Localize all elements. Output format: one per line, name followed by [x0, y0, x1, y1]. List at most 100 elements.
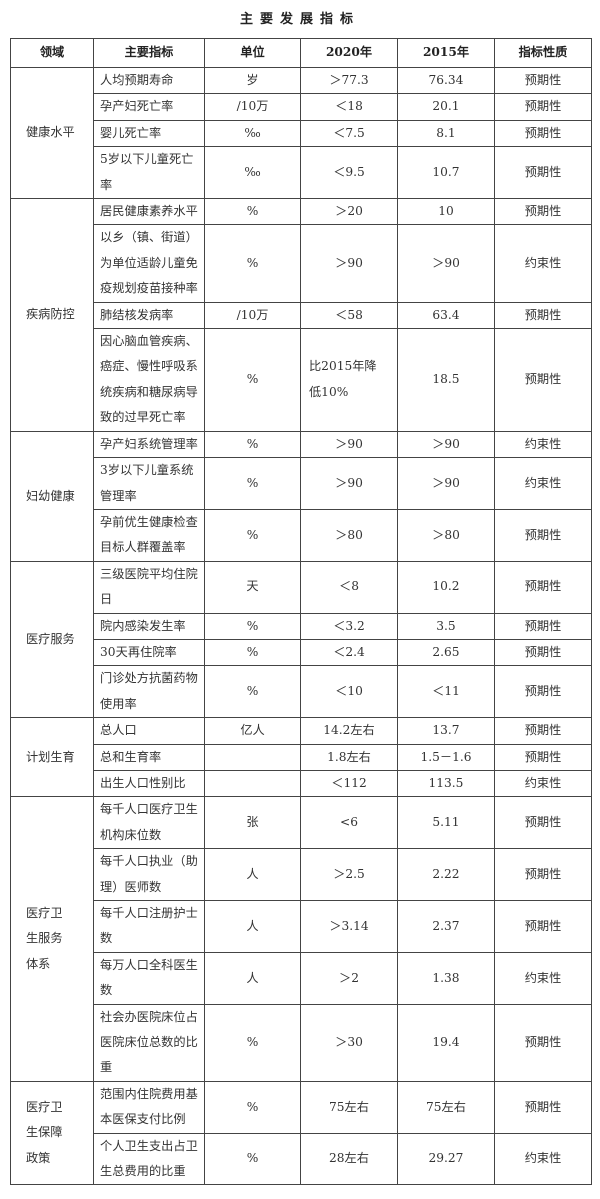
- nature-cell: 预期性: [494, 848, 592, 901]
- value-2020-cell: ＜10: [300, 665, 398, 719]
- value-2015-cell: 18.5: [397, 328, 495, 432]
- unit-cell: %: [204, 665, 301, 719]
- table-row: 门诊处方抗菌药物使用率% ＜10 ＜11 预期性: [11, 665, 592, 719]
- unit-cell: [204, 769, 301, 798]
- header-domain: 领域: [10, 38, 94, 68]
- value-2020-cell: ＞20: [300, 198, 398, 226]
- table-row: 社会办医院床位占医院床位总数的比重% ＞30 19.4 预期性: [11, 1003, 592, 1082]
- table-row: 医疗卫生保障政策 范围内住院费用基本医保支付比例% 75左右 75左右 预期性: [10, 1080, 592, 1186]
- indicator-cell: 每千人口医疗卫生机构床位数: [93, 796, 205, 850]
- value-2020-cell: ＜8: [300, 560, 398, 614]
- unit-cell: %: [204, 430, 301, 459]
- indicator-cell: 门诊处方抗菌药物使用率: [93, 665, 205, 719]
- table-row: 5岁以下儿童死亡率 ‰ ＜9.5 10.7 预期性: [11, 146, 592, 200]
- indicator-cell: 3岁以下儿童系统管理率: [93, 457, 205, 510]
- value-2015-cell: 63.4: [397, 301, 495, 330]
- indicator-cell: 居民健康素养水平: [93, 198, 205, 226]
- value-2015-cell: ＞80: [397, 508, 495, 562]
- nature-cell: 约束性: [494, 457, 592, 510]
- unit-cell: 人: [204, 900, 301, 953]
- unit-cell: %: [204, 328, 301, 432]
- indicator-cell: 30天再住院率: [93, 638, 205, 667]
- value-2015-cell: 1.38: [397, 951, 495, 1005]
- value-2015-cell: ＜11: [397, 665, 495, 719]
- nature-cell: 预期性: [494, 717, 592, 745]
- nature-cell: 预期性: [494, 900, 592, 953]
- indicator-cell: 婴儿死亡率: [93, 119, 205, 148]
- value-2015-cell: 10: [397, 198, 495, 226]
- nature-cell: 预期性: [494, 560, 592, 614]
- value-2020-cell: ＜2.4: [300, 638, 398, 667]
- value-2020-cell: ＞90: [300, 224, 398, 303]
- value-2020-cell: ＜112: [300, 769, 398, 798]
- header-2015: 2015年: [397, 38, 495, 68]
- value-2020-cell: ＞30: [300, 1003, 398, 1082]
- unit-cell: %: [204, 612, 301, 640]
- domain-cell: 妇幼健康: [10, 430, 94, 562]
- value-2015-cell: 10.2: [397, 560, 495, 614]
- unit-cell: ‰: [204, 146, 301, 200]
- unit-cell: 人: [204, 951, 301, 1005]
- unit-cell: %: [204, 457, 301, 510]
- value-2020-cell: ＞90: [300, 457, 398, 510]
- value-2015-cell: 2.37: [397, 900, 495, 953]
- nature-cell: 预期性: [494, 328, 592, 432]
- header-indicator: 主要指标: [93, 38, 205, 68]
- nature-cell: 预期性: [494, 665, 592, 719]
- value-2015-cell: 1.5－1.6: [397, 743, 495, 771]
- value-2020-cell: 比2015年降低10%: [300, 328, 398, 432]
- unit-cell: %: [204, 1080, 301, 1134]
- value-2020-cell: ＜7.5: [300, 119, 398, 148]
- nature-cell: 预期性: [494, 743, 592, 771]
- value-2020-cell: 1.8左右: [300, 743, 398, 771]
- unit-cell: 人: [204, 848, 301, 901]
- document-title: 主要发展指标: [239, 12, 360, 27]
- nature-cell: 约束性: [494, 224, 592, 303]
- table-row: 因心脑血管疾病、癌症、慢性呼吸系统疾病和糖尿病导致的过早死亡率% 比2015年降低…: [11, 328, 592, 432]
- table-row: 3岁以下儿童系统管理率% ＞90 ＞90 约束性: [11, 457, 592, 510]
- unit-cell: /10万: [204, 93, 301, 121]
- nature-cell: 预期性: [494, 1080, 592, 1134]
- unit-cell: %: [204, 508, 301, 562]
- unit-cell: %: [204, 224, 301, 303]
- unit-cell: %: [204, 1132, 301, 1186]
- header-unit: 单位: [204, 38, 301, 68]
- domain-cell: 医疗服务: [10, 560, 94, 719]
- table-row: 每千人口注册护士数人＞3.14 2.37 预期性: [11, 900, 592, 953]
- indicator-cell: 每千人口注册护士数: [93, 900, 205, 953]
- value-2015-cell: 8.1: [397, 119, 495, 148]
- indicator-cell: 总和生育率: [93, 743, 205, 771]
- nature-cell: 预期性: [494, 66, 592, 95]
- unit-cell: 张: [204, 796, 301, 850]
- domain-cell: 疾病防控: [10, 198, 94, 432]
- value-2015-cell: 20.1: [397, 93, 495, 121]
- value-2020-cell: 28左右: [300, 1132, 398, 1186]
- value-2015-cell: 113.5: [397, 769, 495, 798]
- nature-cell: 预期性: [494, 119, 592, 148]
- value-2020-cell: ＜58: [300, 301, 398, 330]
- nature-cell: 预期性: [494, 1003, 592, 1082]
- table-row: 孕产妇死亡率/10万 ＜18 20.1 预期性: [11, 93, 592, 121]
- value-2020-cell: ＞2.5: [300, 848, 398, 901]
- value-2020-cell: 14.2左右: [300, 717, 398, 745]
- table-row: 30天再住院率% ＜2.4 2.65 预期性: [11, 638, 592, 667]
- value-2015-cell: ＞90: [397, 430, 495, 459]
- unit-cell: 天: [204, 560, 301, 614]
- unit-cell: 亿人: [204, 717, 301, 745]
- value-2015-cell: ＞90: [397, 224, 495, 303]
- value-2015-cell: 5.11: [397, 796, 495, 850]
- unit-cell: ‰: [204, 119, 301, 148]
- indicator-cell: 因心脑血管疾病、癌症、慢性呼吸系统疾病和糖尿病导致的过早死亡率: [93, 328, 205, 432]
- indicator-cell: 每万人口全科医生数: [93, 951, 205, 1005]
- nature-cell: 预期性: [494, 508, 592, 562]
- nature-cell: 约束性: [494, 769, 592, 798]
- nature-cell: 约束性: [494, 430, 592, 459]
- domain-cell: 计划生育: [10, 717, 94, 798]
- indicator-cell: 个人卫生支出占卫生总费用的比重: [93, 1132, 205, 1186]
- nature-cell: 预期性: [494, 796, 592, 850]
- indicator-cell: 以乡（镇、街道）为单位适龄儿童免疫规划疫苗接种率: [93, 224, 205, 303]
- header-nature: 指标性质: [494, 38, 592, 68]
- table-row: 计划生育 总人口 亿人 14.2左右 13.7 预期性: [10, 717, 592, 798]
- indicator-cell: 每千人口执业（助理）医师数: [93, 848, 205, 901]
- value-2015-cell: 13.7: [397, 717, 495, 745]
